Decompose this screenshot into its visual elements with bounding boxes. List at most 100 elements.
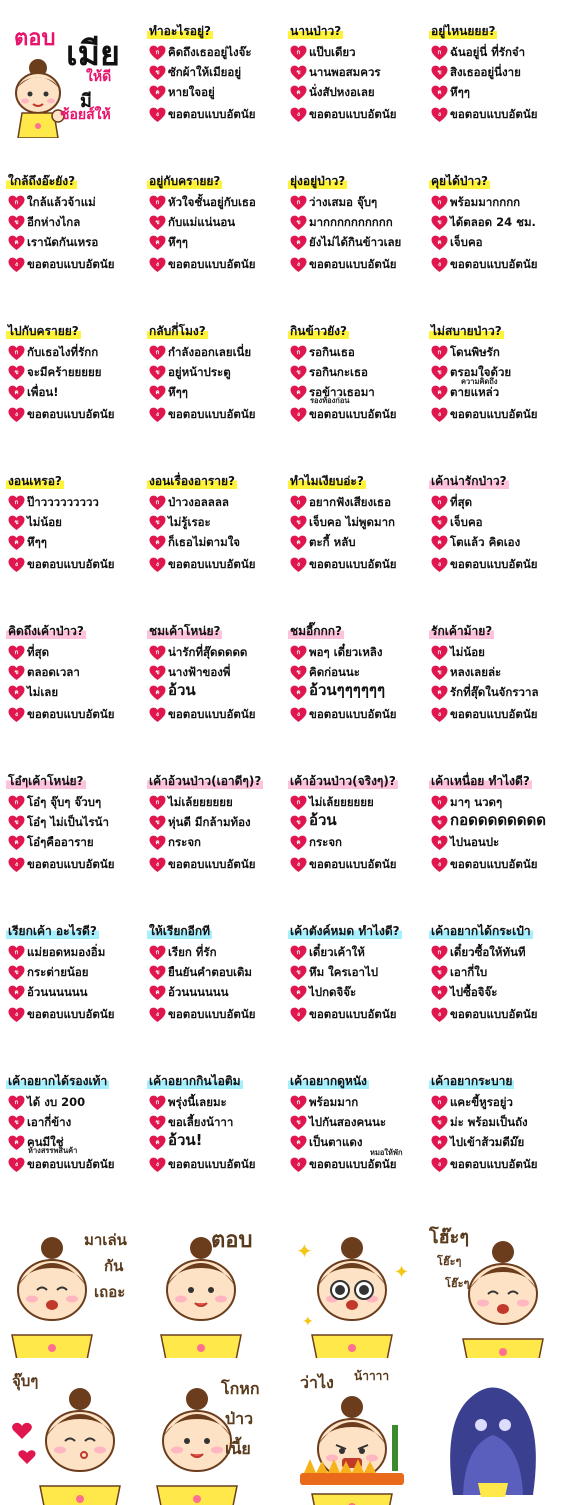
- answer-option[interactable]: ค ไปเข้าส้วมดีม๊ย: [431, 1134, 562, 1152]
- answer-option[interactable]: ค ไปนอนปะ: [431, 834, 562, 852]
- answer-option[interactable]: ข นางฟ้าของพี่: [149, 664, 281, 682]
- answer-option[interactable]: ข เอากี่ใบ: [431, 964, 562, 982]
- answer-option[interactable]: ง ขอตอบแบบอัตนัย: [431, 1006, 562, 1024]
- answer-option[interactable]: ก อยากฟังเสียงเธอ: [290, 494, 422, 512]
- lying-sticker[interactable]: โกหก ป่าว เนี้ย: [141, 1365, 281, 1505]
- answer-option[interactable]: ก พร้อมมากกกก: [431, 194, 562, 212]
- answer-option[interactable]: ง ขอตอบแบบอัตนัย: [8, 406, 140, 424]
- answer-option[interactable]: ง ขอตอบแบบอัตนัย: [149, 256, 281, 274]
- answer-option[interactable]: ค กระจก: [149, 834, 281, 852]
- answer-option[interactable]: ก ป่าวงอลลลล: [149, 494, 281, 512]
- angry-sticker[interactable]: ว่าไง น้าาาา: [282, 1365, 422, 1505]
- answer-option[interactable]: ค อ้วนนนนนน: [149, 984, 281, 1002]
- answer-option[interactable]: ง ขอตอบแบบอัตนัย: [431, 256, 562, 274]
- answer-option[interactable]: ค เป็นตาแดง หมอให้พัก: [290, 1134, 422, 1157]
- answer-option[interactable]: ง ขอตอบแบบอัตนัย: [8, 856, 140, 874]
- answer-option[interactable]: ก กับเธอไงที่รักก: [8, 344, 140, 362]
- answer-option[interactable]: ข อีกห่างไกล: [8, 214, 140, 232]
- answer-option[interactable]: ก ได้ งบ 200: [8, 1094, 140, 1112]
- choice-card[interactable]: อยู่กับครายย? ก หัวใจชั้นอยู่กับเธอข กับแม่…: [141, 150, 281, 300]
- answer-option[interactable]: ง ขอตอบแบบอัตนัย: [431, 106, 562, 124]
- answer-option[interactable]: ค หึๆๆ: [8, 534, 140, 552]
- answer-option[interactable]: ข คิดก่อนนะ: [290, 664, 422, 682]
- answer-option[interactable]: ก หัวใจชั้นอยู่กับเธอ: [149, 194, 281, 212]
- choice-card[interactable]: โอ๋ๆเค้าโหน่ย? ก โอ๋ๆ จุ๊บๆ จ๊วบๆข โอ๋ๆ ไม่…: [0, 750, 140, 900]
- answer-option[interactable]: ง ขอตอบแบบอัตนัย: [290, 1156, 422, 1174]
- answer-option[interactable]: ก ไม่น้อย: [431, 644, 562, 662]
- choice-card[interactable]: เค้าอยากกินไอติมก พรุ่งนี้เลยมะข ขอเลี้ยงน…: [141, 1050, 281, 1200]
- answer-option[interactable]: ง ขอตอบแบบอัตนัย: [290, 1006, 422, 1024]
- choice-card[interactable]: คิดถึงเค้าป่าว? ก ที่สุดข ตลอดเวลาค ไม่เลยง ข…: [0, 600, 140, 750]
- choice-card[interactable]: ใกล้ถึงอ๊ะยัง? ก ใกล้แล้วจ้าแม่ข อีกห่างไกล…: [0, 150, 140, 300]
- answer-option[interactable]: ค ตะกี้ หลับ: [290, 534, 422, 552]
- answer-option[interactable]: ง ขอตอบแบบอัตนัย: [8, 706, 140, 724]
- answer-option[interactable]: ง ขอตอบแบบอัตนัย: [149, 1156, 281, 1174]
- answer-option[interactable]: ค เพื่อน!: [8, 384, 140, 402]
- answer-option[interactable]: ง ขอตอบแบบอัตนัย: [8, 256, 140, 274]
- choice-card[interactable]: กินข้าวยัง? ก รอกินเธอข รอกินกะเธอค รอข้าวเธ…: [282, 300, 422, 450]
- answer-option[interactable]: ก ใกล้แล้วจ้าแม่: [8, 194, 140, 212]
- answer-option[interactable]: ข หุ่นดี มีกล้ามท้อง: [149, 814, 281, 832]
- answer-option[interactable]: ข กระต่ายน้อย: [8, 964, 140, 982]
- choice-card[interactable]: เค้าอยากดูหนังก พร้อมมากข ไปกันสองคนนะค เป็…: [282, 1050, 422, 1200]
- laugh-sticker[interactable]: โฮ๊ะๆ โฮ๊ะๆ โฮ๊ะๆ: [423, 1218, 562, 1358]
- answer-option[interactable]: ง ขอตอบแบบอัตนัย: [8, 556, 140, 574]
- answer-option[interactable]: ก โอ๋ๆ จุ๊บๆ จ๊วบๆ: [8, 794, 140, 812]
- answer-option[interactable]: ข ขอเลี้ยงน้าาา: [149, 1114, 281, 1132]
- answer-option[interactable]: ง ขอตอบแบบอัตนัย: [290, 256, 422, 274]
- answer-option[interactable]: ค ก็เธอไม่ตามใจ: [149, 534, 281, 552]
- choice-card[interactable]: เค้าเหนื่อย ทำไงดี? ก มาๆ นวดๆข กอดดดดดดดดค…: [423, 750, 562, 900]
- answer-option[interactable]: ข ได้ตลอด 24 ชม.: [431, 214, 562, 232]
- answer-option[interactable]: ง ขอตอบแบบอัตนัย: [290, 406, 422, 424]
- choice-card[interactable]: ชมอี๊กกก? ก พอๆ เดี๋ยวเหลิงข คิดก่อนนะค อ้วน…: [282, 600, 422, 750]
- answer-option[interactable]: ง ขอตอบแบบอัตนัย: [431, 1156, 562, 1174]
- answer-option[interactable]: ก โดนพิษรัก: [431, 344, 562, 362]
- choice-card[interactable]: เรียกเค้า อะไรดี? ก แม่ยอดหมองอิ่มข กระต่าย…: [0, 900, 140, 1050]
- answer-option[interactable]: ง ขอตอบแบบอัตนัย: [290, 856, 422, 874]
- answer-option[interactable]: ค เจ็บคอ: [431, 234, 562, 252]
- choice-card[interactable]: ทำอะไรอยู่? ก คิดถึงเธออยู่ไงจ๊ะข ซักผ้าให้…: [141, 0, 281, 150]
- choice-card[interactable]: เค้าน่ารักป่าว? ก ที่สุดข เจ็บคอค โตแล้ว คิด…: [423, 450, 562, 600]
- answer-option[interactable]: ง ขอตอบแบบอัตนัย: [290, 556, 422, 574]
- answer-option[interactable]: ก ฉันอยู่นี่ ที่รักจ๋า: [431, 44, 562, 62]
- answer-option[interactable]: ค อ้วนๆๆๆๆๆๆ: [290, 683, 422, 702]
- answer-option[interactable]: ข หึม ใครเอาไป: [290, 964, 422, 982]
- choice-card[interactable]: งอนเรื่องอาราย? ก ป่าวงอลลลลข ไม่รู้เรอะค ก็…: [141, 450, 281, 600]
- answer-option[interactable]: ก แม่ยอดหมองอิ่ม: [8, 944, 140, 962]
- choice-card[interactable]: เค้าตังค์หมด ทำไงดี? ก เดี๋ยวเค้าให้ข หึม ใ…: [282, 900, 422, 1050]
- answer-option[interactable]: ก คิดถึงเธออยู่ไงจ๊ะ: [149, 44, 281, 62]
- answer-option[interactable]: ก พร้อมมาก: [290, 1094, 422, 1112]
- play-sticker[interactable]: มาเล่น กัน เถอะ: [0, 1218, 140, 1358]
- answer-option[interactable]: ค อ้วน: [149, 683, 281, 702]
- answer-option[interactable]: ก มาๆ นวดๆ: [431, 794, 562, 812]
- answer-option[interactable]: ค นั่งสัปหงอเลย: [290, 84, 422, 102]
- answer-option[interactable]: ง ขอตอบแบบอัตนัย: [149, 406, 281, 424]
- answer-option[interactable]: ง ขอตอบแบบอัตนัย: [290, 106, 422, 124]
- answer-option[interactable]: ข หลงเลยล่ะ: [431, 664, 562, 682]
- answer-option[interactable]: ก ไม่เล้ยยยยยย: [290, 794, 422, 812]
- choice-card[interactable]: เค้าอ้วนป่าว(เอาดีๆ)? ก ไม่เล้ยยยยยยข หุ่นด…: [141, 750, 281, 900]
- answer-option[interactable]: ค ไปซื้อจิจ๊ะ: [431, 984, 562, 1002]
- answer-option[interactable]: ข สิงเธออยู่นี่งาย: [431, 64, 562, 82]
- answer-option[interactable]: ง ขอตอบแบบอัตนัย: [8, 1156, 140, 1174]
- answer-option[interactable]: ข ไม่น้อย: [8, 514, 140, 532]
- answer-option[interactable]: ก แคะขี้หูรอยู่ว: [431, 1094, 562, 1112]
- amazed-sticker[interactable]: ✦ ✦ ✦: [282, 1218, 422, 1358]
- answer-option[interactable]: ค ไม่เลย: [8, 684, 140, 702]
- answer-option[interactable]: ก พรุ่งนี้เลยมะ: [149, 1094, 281, 1112]
- choice-card[interactable]: ให้เรียกอีกทีก เรียก ที่รักข ยืนยันคำตอบเด…: [141, 900, 281, 1050]
- answer-option[interactable]: ค หึๆๆ: [431, 84, 562, 102]
- answer-option[interactable]: ก รอกินเธอ: [290, 344, 422, 362]
- answer-option[interactable]: ค เรานัดกันเหรอ: [8, 234, 140, 252]
- answer-option[interactable]: ง ขอตอบแบบอัตนัย: [431, 856, 562, 874]
- answer-option[interactable]: ค รักที่สุ๊ดในจักรวาล: [431, 684, 562, 702]
- answer-option[interactable]: ง ขอตอบแบบอัตนัย: [149, 706, 281, 724]
- answer-option[interactable]: ก น่ารักที่สุ๊ดดดดด: [149, 644, 281, 662]
- answer-option[interactable]: ข โอ๋ๆ ไม่เป็นไรน้า: [8, 814, 140, 832]
- answer-option[interactable]: ค ยังไม่ได้กินข้าวเลย: [290, 234, 422, 252]
- choice-card[interactable]: รักเค้าม้าย? ก ไม่น้อยข หลงเลยล่ะค รักที่สุ๊…: [423, 600, 562, 750]
- answer-option[interactable]: ข อยู่หน้าประตู: [149, 364, 281, 382]
- answer-option[interactable]: ก เดี๋ยวซื้อให้ทันที: [431, 944, 562, 962]
- choice-card[interactable]: อยู่ไหนยยย? ก ฉันอยู่นี่ ที่รักจ๋าข สิงเธออ…: [423, 0, 562, 150]
- answer-option[interactable]: ค อ้วน!: [149, 1133, 281, 1152]
